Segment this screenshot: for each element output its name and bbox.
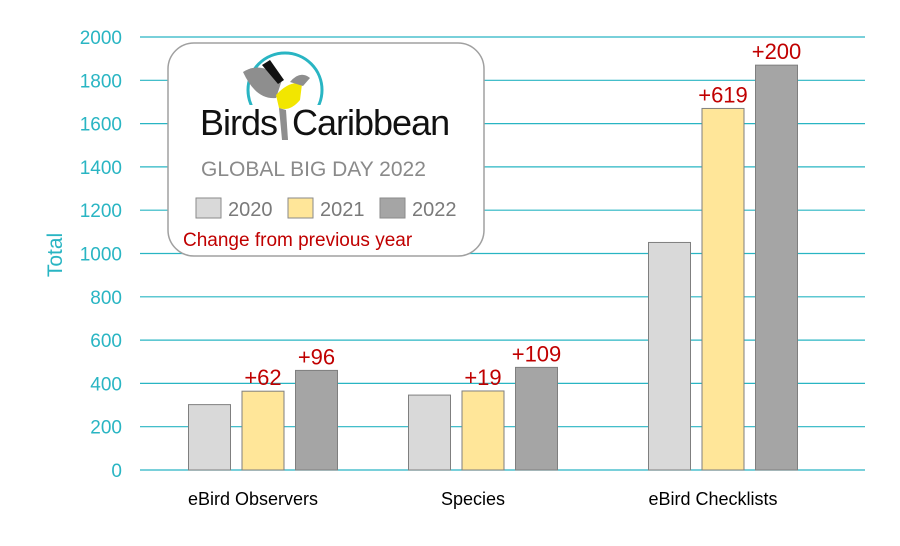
y-tick-label: 1400 (80, 158, 122, 179)
legend-label: 2021 (320, 199, 365, 221)
change-label: +200 (752, 39, 802, 64)
legend-swatch-2021 (287, 197, 314, 219)
bar-2020 (648, 241, 691, 471)
bars (188, 64, 798, 471)
bar-2022 (515, 366, 558, 471)
y-tick-label: 1000 (80, 245, 122, 266)
legend-swatch-2020 (195, 197, 222, 219)
y-tick-label: 2000 (80, 28, 122, 49)
bar-2021 (701, 107, 745, 471)
bar-2020 (408, 394, 451, 471)
y-tick-label: 200 (90, 418, 122, 439)
y-tick-label: 400 (90, 374, 122, 395)
bar-2022 (755, 64, 798, 471)
legend-label: 2020 (228, 199, 273, 221)
legend-box: Birds Caribbean GLOBAL BIG DAY 2022 2020… (167, 42, 485, 257)
legend-swatch-2022 (379, 197, 406, 219)
change-label: +96 (298, 344, 335, 369)
x-tick-label: eBird Checklists (648, 489, 777, 509)
legend-subtitle: GLOBAL BIG DAY 2022 (201, 158, 426, 181)
logo-text-2: Caribbean (292, 102, 449, 143)
x-tick-labels: eBird Observers Species eBird Checklists (188, 489, 778, 509)
change-label: +62 (244, 365, 281, 390)
x-tick-label: Species (441, 489, 505, 509)
bar-2021 (461, 390, 505, 471)
bar-2022 (295, 369, 338, 471)
legend-label: 2022 (412, 199, 457, 221)
y-axis-label: Total (44, 233, 67, 277)
logo-text: Birds (200, 102, 277, 143)
bird-logo-icon (230, 51, 350, 147)
change-label: +619 (698, 82, 748, 107)
y-tick-label: 1600 (80, 115, 122, 136)
legend-note: Change from previous year (183, 230, 413, 251)
x-tick-label: eBird Observers (188, 489, 318, 509)
bar-2020 (188, 404, 231, 471)
change-label: +19 (464, 365, 501, 390)
y-tick-label: 1200 (80, 201, 122, 222)
y-tick-label: 800 (90, 288, 122, 309)
annotations: +62 +96 +19 +109 +619+200 (244, 39, 801, 390)
y-tick-label: 0 (111, 461, 122, 482)
y-tick-label: 1800 (80, 71, 122, 92)
y-tick-labels: 0 200 400 600 800 1000 1200 1400 1600 1800 2000 (80, 28, 122, 482)
bar-2021 (241, 390, 285, 471)
y-tick-label: 600 (90, 331, 122, 352)
change-label: +109 (512, 341, 562, 366)
